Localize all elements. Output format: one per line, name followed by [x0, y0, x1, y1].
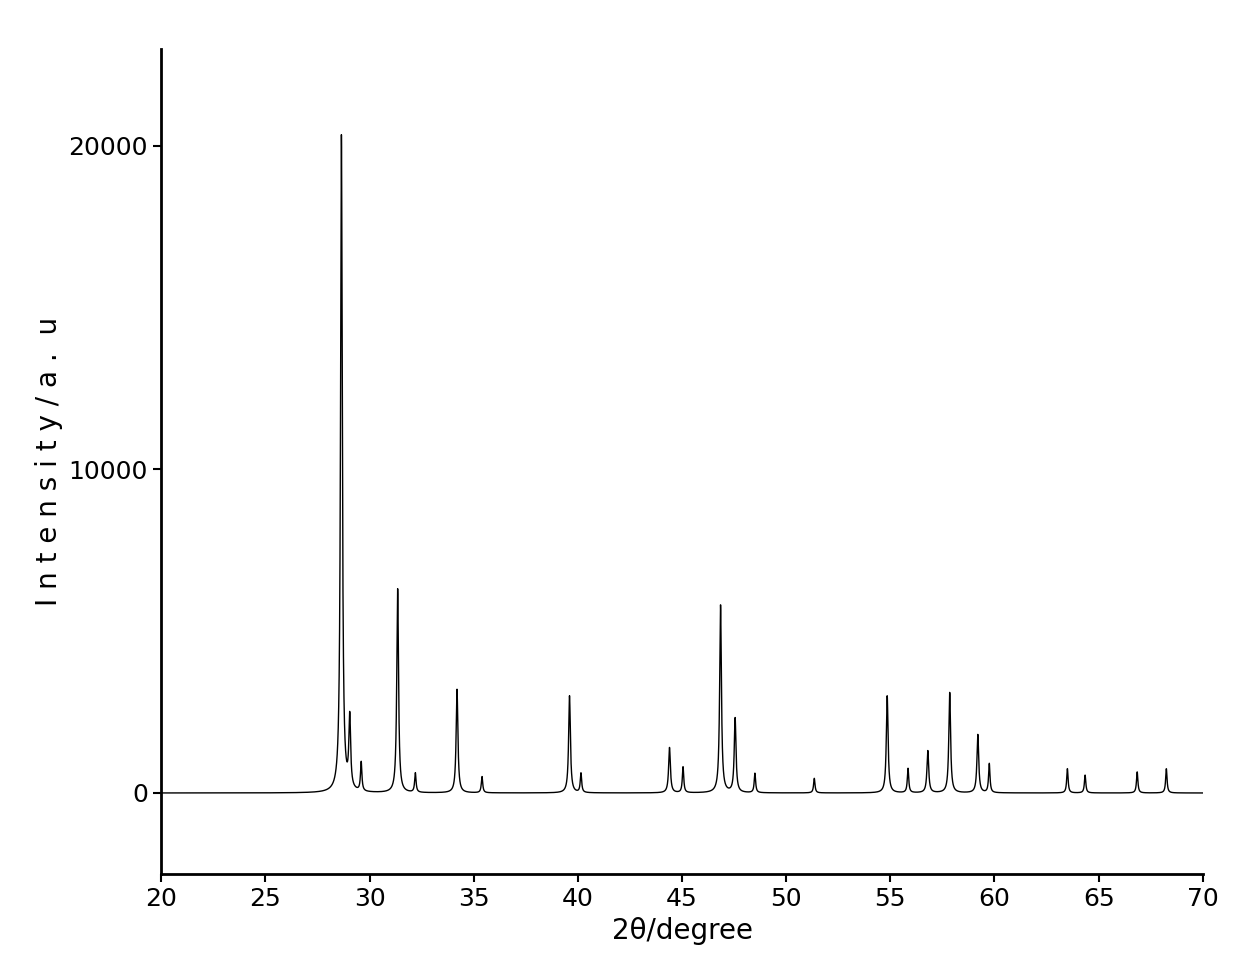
- Y-axis label: I n t e n s i t y / a .  u: I n t e n s i t y / a . u: [35, 317, 63, 606]
- X-axis label: 2θ/degree: 2θ/degree: [611, 917, 753, 945]
